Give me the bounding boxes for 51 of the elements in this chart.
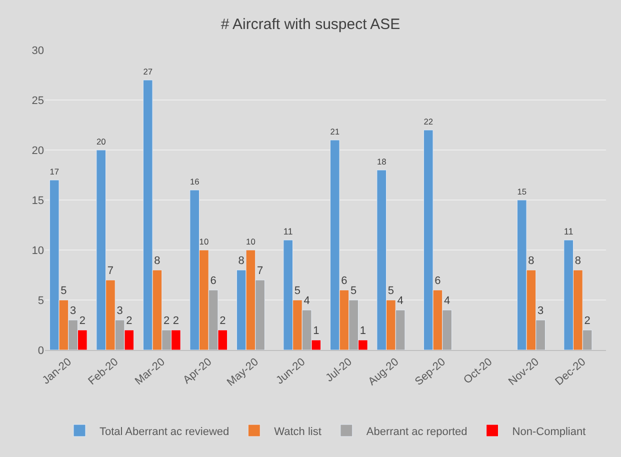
y-tick-label: 0 bbox=[38, 344, 44, 357]
data-label: 2 bbox=[126, 315, 132, 327]
y-tick-label: 30 bbox=[32, 44, 44, 57]
data-label: 7 bbox=[256, 265, 264, 277]
data-label: 1 bbox=[313, 325, 320, 337]
data-label: 21 bbox=[330, 126, 340, 137]
y-tick-label: 20 bbox=[32, 144, 44, 157]
legend-label: Aberrant ac reported bbox=[366, 426, 468, 438]
data-label: 2 bbox=[163, 315, 170, 327]
data-label: 3 bbox=[70, 305, 76, 317]
data-label: 2 bbox=[172, 315, 179, 327]
y-tick-label: 5 bbox=[38, 294, 44, 307]
data-label: 10 bbox=[246, 236, 256, 247]
data-label: 2 bbox=[584, 315, 590, 327]
data-label: 15 bbox=[517, 186, 527, 197]
data-label: 11 bbox=[283, 226, 293, 237]
data-label: 6 bbox=[341, 275, 348, 287]
data-label: 4 bbox=[444, 295, 450, 307]
data-label: 18 bbox=[376, 156, 387, 167]
data-label: 8 bbox=[528, 255, 534, 267]
data-label: 5 bbox=[350, 285, 357, 297]
data-label: 1 bbox=[360, 325, 366, 337]
data-label: 8 bbox=[154, 255, 160, 267]
data-label: 2 bbox=[79, 315, 86, 327]
data-label: 6 bbox=[434, 275, 441, 287]
data-label: 6 bbox=[210, 275, 216, 287]
data-label: 8 bbox=[238, 255, 244, 267]
data-label: 5 bbox=[388, 285, 394, 297]
data-label: 16 bbox=[190, 176, 200, 187]
data-label: 20 bbox=[96, 136, 106, 147]
data-label: 22 bbox=[424, 116, 434, 127]
legend-label: Total Aberrant ac reviewed bbox=[100, 426, 230, 438]
y-tick-label: 10 bbox=[32, 244, 44, 257]
data-label: 10 bbox=[199, 236, 209, 247]
data-label: 7 bbox=[107, 265, 114, 277]
y-tick-label: 15 bbox=[32, 194, 44, 207]
data-label: 3 bbox=[116, 305, 123, 317]
data-label: 4 bbox=[304, 295, 310, 307]
data-label: 2 bbox=[220, 315, 226, 327]
chart-title: # Aircraft with suspect ASE bbox=[220, 16, 400, 33]
data-label: 17 bbox=[50, 166, 60, 177]
data-label: 4 bbox=[397, 295, 404, 307]
data-label: 27 bbox=[143, 66, 153, 77]
data-label: 8 bbox=[574, 255, 582, 267]
y-tick-label: 25 bbox=[32, 94, 44, 107]
data-label: 5 bbox=[294, 285, 301, 297]
data-label: 11 bbox=[564, 226, 574, 237]
data-label: 5 bbox=[60, 285, 67, 297]
legend-label: Watch list bbox=[274, 426, 322, 438]
legend-label: Non-Compliant bbox=[512, 426, 586, 438]
data-label: 3 bbox=[537, 305, 544, 317]
